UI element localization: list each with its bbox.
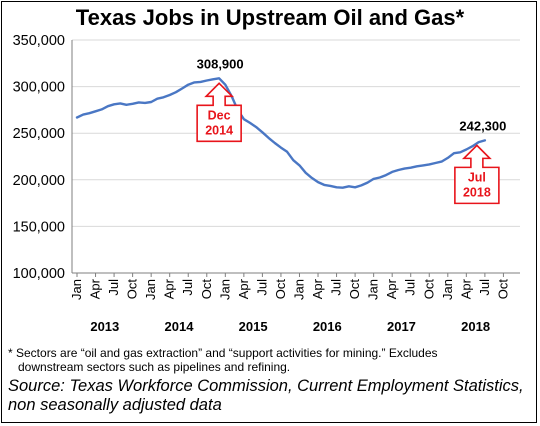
year-label: 2016 xyxy=(313,319,342,334)
callout-month: Dec xyxy=(208,108,231,122)
line-chart: 350,000 300,000 250,000 200,000 150,000 100,0… xyxy=(13,33,520,334)
x-tick-label: Oct xyxy=(421,279,436,300)
y-tick-label: 150,000 xyxy=(13,219,65,235)
chart-title: Texas Jobs in Upstream Oil and Gas* xyxy=(75,5,465,30)
x-tick-label: Apr xyxy=(458,278,473,299)
x-tick-label: Oct xyxy=(273,279,288,300)
x-tick-label: Jan xyxy=(69,279,84,300)
x-tick-label: Oct xyxy=(199,279,214,300)
y-tick-label: 300,000 xyxy=(13,80,65,96)
source-line-2: non seasonally adjusted data xyxy=(8,396,222,414)
x-tick-label: Jan xyxy=(440,279,455,300)
peak-value-label: 242,300 xyxy=(459,118,506,133)
y-tick-label: 350,000 xyxy=(13,33,65,49)
x-tick-label: Jan xyxy=(291,279,306,300)
x-tick-label: Oct xyxy=(495,279,510,300)
x-tick-label: Jul xyxy=(180,279,195,296)
x-tick-label: Apr xyxy=(236,278,251,299)
x-tick-label: Jul xyxy=(329,279,344,296)
x-tick-label: Jan xyxy=(366,279,381,300)
y-tick-label: 200,000 xyxy=(13,173,65,189)
x-tick-label: Jan xyxy=(217,279,232,300)
jobs-series-line xyxy=(75,77,487,189)
y-tick-label: 250,000 xyxy=(13,126,65,142)
callout-year: 2014 xyxy=(205,123,233,137)
callout-year: 2018 xyxy=(463,185,491,199)
x-tick-label: Jul xyxy=(477,279,492,296)
footnote-line-1: * Sectors are “oil and gas extraction” a… xyxy=(8,346,438,360)
year-label: 2013 xyxy=(90,319,119,334)
x-tick-label: Oct xyxy=(347,279,362,300)
x-tick-label: Apr xyxy=(384,278,399,299)
year-label: 2015 xyxy=(239,319,268,334)
x-tick-label: Jul xyxy=(403,279,418,296)
year-label: 2014 xyxy=(165,319,195,334)
callout-arrow xyxy=(196,82,242,143)
callout-month: Jul xyxy=(468,170,486,184)
source-line-1: Source: Texas Workforce Commission, Curr… xyxy=(8,377,524,395)
x-tick-label: Apr xyxy=(162,278,177,299)
year-label: 2017 xyxy=(387,319,416,334)
source-note: Source: Texas Workforce Commission, Curr… xyxy=(8,377,533,415)
x-tick-label: Apr xyxy=(310,278,325,299)
peak-value-label: 308,900 xyxy=(197,56,244,71)
x-tick-label: Jan xyxy=(143,279,158,300)
x-tick-label: Apr xyxy=(88,278,103,299)
footnote-line-2: downstream sectors such as pipelines and… xyxy=(18,360,291,374)
callout-arrow xyxy=(454,144,500,205)
x-tick-label: Jul xyxy=(106,279,121,296)
y-tick-label: 100,000 xyxy=(13,266,65,282)
x-tick-label: Oct xyxy=(125,279,140,300)
year-label: 2018 xyxy=(461,319,490,334)
footnote: * Sectors are “oil and gas extraction” a… xyxy=(8,346,528,374)
x-tick-label: Jul xyxy=(254,279,269,296)
